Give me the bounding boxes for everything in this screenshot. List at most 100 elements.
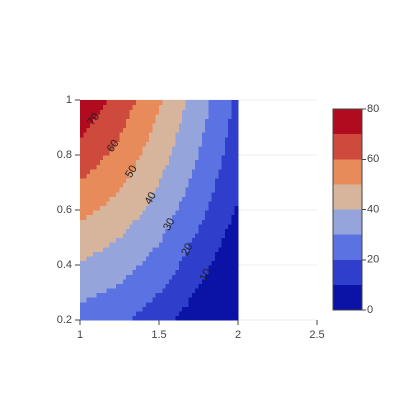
contour-cell [106,196,111,202]
contour-cell [106,109,111,115]
contour-cell [142,173,147,179]
contour-cell [201,310,206,317]
contour-cell [165,182,170,188]
contour-cell [135,260,140,266]
contour-cell [195,168,200,174]
contour-cell [93,297,98,303]
contour-cell [221,297,226,303]
contour-cell [116,164,121,170]
contour-cell [218,274,223,280]
contour-cell [182,251,186,257]
contour-cell [103,278,107,284]
contour-cell [208,306,213,312]
contour-cell [139,310,144,317]
contour-cell [132,306,137,312]
contour-cell [211,315,216,321]
contour-cell [145,306,150,312]
contour-cell [208,159,213,165]
contour-cell [126,278,130,284]
contour-cell [205,265,209,271]
contour-cell [96,287,101,294]
contour-cell [211,164,216,170]
contour-cell [119,177,124,184]
contour-cell [172,109,177,115]
contour-cell [126,187,130,193]
contour-cell [93,159,98,165]
contour-cell [172,269,177,275]
contour-cell [106,168,111,174]
contour-cell [135,210,140,216]
contour-cell [208,269,213,275]
contour-cell [106,301,111,307]
contour-cell [126,196,130,202]
contour-cell [172,173,177,179]
contour-cell [145,136,150,142]
contour-cell [188,297,193,303]
contour-cell [208,104,213,110]
contour-cell [208,242,213,248]
contour-cell [178,301,183,307]
contour-cell [201,242,206,248]
contour-cell [112,164,117,170]
contour-cell [178,200,183,207]
contour-cell [221,159,226,165]
contour-cell [89,141,94,147]
contour-cell [172,159,177,165]
contour-cell [195,155,200,161]
contour-cell [152,292,157,298]
contour-cell [218,292,223,298]
contour-cell [103,196,107,202]
contour-cell [112,168,117,174]
contour-cell [145,219,150,225]
contour-cell [122,150,127,156]
contour-cell [191,122,196,129]
contour-cell [99,136,104,142]
contour-cell [126,223,130,229]
contour-cell [218,214,223,220]
contour-cell [228,164,233,170]
contour-cell [201,104,206,110]
contour-cell [178,228,183,234]
contour-cell [165,200,170,207]
contour-cell [103,150,107,156]
contour-cell [135,301,140,307]
contour-cell [119,104,124,110]
contour-cell [159,168,163,174]
contour-cell [145,237,150,243]
contour-cell [96,136,101,142]
contour-cell [175,301,180,307]
contour-cell [175,104,180,110]
contour-cell [132,168,137,174]
contour-cell [145,122,150,129]
contour-cell [106,237,111,243]
contour-cell [231,122,236,129]
contour-cell [155,214,160,220]
contour-cell [155,246,160,252]
contour-cell [195,278,200,284]
contour-cell [208,141,213,147]
contour-cell [159,100,163,106]
contour-cell [191,191,196,197]
contour-cell [221,200,226,207]
contour-cell [195,187,200,193]
contour-cell [168,196,173,202]
contour-cell [135,246,140,252]
contour-cell [116,306,121,312]
contour-cell [162,104,167,110]
contour-cell [142,168,147,174]
contour-cell [155,297,160,303]
contour-cell [149,260,154,266]
contour-cell [201,132,206,138]
contour-cell [231,251,236,257]
contour-cell [135,177,140,184]
contour-cell [152,150,157,156]
contour-cell [83,246,88,252]
contour-cell [129,278,134,284]
contour-cell [231,214,236,220]
contour-cell [188,205,193,211]
contour-cell [205,310,209,317]
contour-cell [162,122,167,129]
contour-cell [129,315,134,321]
contour-cell [106,260,111,266]
contour-cell [221,127,226,133]
